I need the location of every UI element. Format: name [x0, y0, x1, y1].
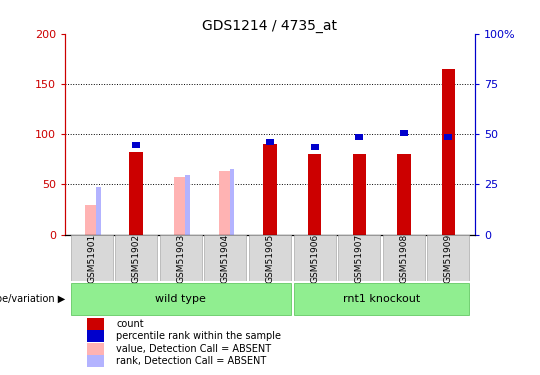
- Bar: [174, 177, 187, 235]
- Bar: [294, 235, 335, 281]
- Bar: [230, 170, 234, 235]
- Bar: [444, 134, 453, 140]
- Bar: [308, 154, 321, 235]
- Text: GSM51904: GSM51904: [221, 234, 230, 283]
- Text: GSM51903: GSM51903: [176, 233, 185, 283]
- Bar: [383, 235, 425, 281]
- Text: rank, Detection Call = ABSENT: rank, Detection Call = ABSENT: [116, 356, 266, 366]
- Bar: [397, 154, 410, 235]
- Bar: [264, 144, 276, 235]
- Text: GSM51908: GSM51908: [399, 233, 408, 283]
- Text: GSM51902: GSM51902: [132, 234, 141, 283]
- Bar: [185, 176, 190, 235]
- Text: count: count: [116, 318, 144, 328]
- Text: GSM51905: GSM51905: [266, 233, 274, 283]
- Bar: [87, 330, 104, 342]
- Bar: [249, 235, 291, 281]
- Text: GSM51909: GSM51909: [444, 233, 453, 283]
- Bar: [87, 355, 104, 367]
- Bar: [353, 154, 366, 235]
- Bar: [71, 283, 291, 315]
- Bar: [132, 142, 140, 148]
- Text: GSM51906: GSM51906: [310, 233, 319, 283]
- Bar: [205, 235, 246, 281]
- Bar: [266, 139, 274, 145]
- Bar: [87, 318, 104, 330]
- Text: wild type: wild type: [156, 294, 206, 304]
- Text: GSM51901: GSM51901: [87, 233, 96, 283]
- Title: GDS1214 / 4735_at: GDS1214 / 4735_at: [202, 19, 338, 33]
- Bar: [442, 69, 455, 235]
- Bar: [400, 130, 408, 136]
- Bar: [160, 235, 202, 281]
- Bar: [355, 134, 363, 140]
- Bar: [219, 171, 232, 235]
- Bar: [130, 152, 143, 235]
- Bar: [310, 144, 319, 150]
- Bar: [96, 188, 100, 235]
- Text: value, Detection Call = ABSENT: value, Detection Call = ABSENT: [116, 344, 271, 354]
- Bar: [338, 235, 380, 281]
- Text: GSM51907: GSM51907: [355, 233, 364, 283]
- Bar: [428, 235, 469, 281]
- Bar: [87, 343, 104, 355]
- Text: rnt1 knockout: rnt1 knockout: [343, 294, 420, 304]
- Bar: [115, 235, 157, 281]
- Text: percentile rank within the sample: percentile rank within the sample: [116, 331, 281, 341]
- Bar: [294, 283, 469, 315]
- Bar: [71, 235, 112, 281]
- Bar: [85, 205, 98, 235]
- Text: genotype/variation ▶: genotype/variation ▶: [0, 294, 65, 304]
